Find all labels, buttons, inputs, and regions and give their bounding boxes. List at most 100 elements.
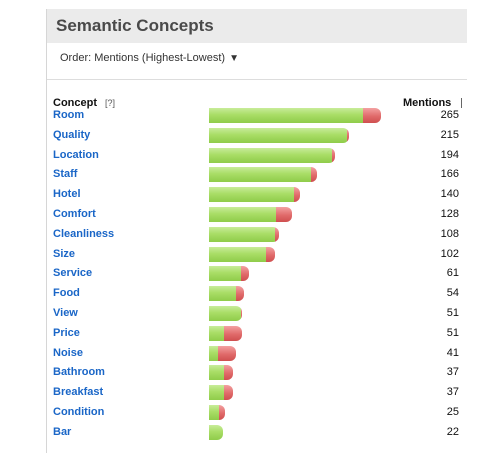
positive-segment: [209, 424, 224, 440]
mentions-count: 166: [440, 168, 459, 181]
mentions-count: 37: [446, 386, 459, 399]
sentiment-bar: [209, 187, 300, 203]
positive-segment: [209, 266, 242, 282]
negative-segment: [294, 187, 300, 203]
concept-row: Bar 22: [47, 424, 467, 441]
divider: [47, 79, 467, 80]
concept-row: Food 54: [47, 286, 467, 302]
concept-row: Hotel 140: [47, 187, 467, 203]
concept-row: Cleanliness 108: [47, 226, 467, 243]
negative-segment: [275, 207, 293, 222]
negative-segment: [223, 385, 233, 401]
sentiment-bar: [209, 108, 381, 123]
dropdown-arrow-icon: ▼: [229, 53, 239, 64]
mentions-column-header[interactable]: Mentions: [403, 97, 463, 109]
sentiment-bar: [209, 286, 245, 302]
positive-segment: [209, 345, 219, 361]
concept-link[interactable]: Breakfast: [53, 386, 104, 399]
positive-segment: [209, 207, 276, 222]
mentions-count: 194: [440, 148, 459, 161]
mentions-count: 102: [440, 247, 459, 260]
concept-link[interactable]: Quality: [53, 128, 91, 141]
concept-link[interactable]: Hotel: [53, 188, 81, 201]
order-label: Order: Mentions (Highest-Lowest): [60, 52, 226, 64]
concept-row: Room 265: [47, 108, 467, 124]
negative-segment: [310, 167, 317, 183]
mentions-count: 108: [440, 227, 459, 240]
concept-link[interactable]: Staff: [53, 168, 78, 181]
sentiment-bar: [209, 325, 243, 341]
mentions-count: 128: [440, 208, 459, 220]
concept-link[interactable]: Bar: [53, 425, 72, 438]
help-link[interactable]: [?]: [105, 98, 116, 108]
concept-link[interactable]: Condition: [53, 406, 105, 418]
sentiment-bar: [209, 266, 249, 282]
sentiment-bar: [209, 405, 226, 420]
panel-header: Semantic Concepts: [47, 9, 467, 43]
mentions-count: 140: [440, 188, 459, 201]
concept-link[interactable]: Size: [53, 247, 76, 260]
positive-segment: [209, 365, 224, 381]
negative-segment: [240, 306, 243, 321]
concept-row: Condition 25: [47, 405, 467, 421]
positive-segment: [209, 147, 332, 163]
concept-column-header: Concept [?]: [53, 97, 115, 109]
concept-link[interactable]: Room: [53, 109, 85, 121]
positive-segment: [209, 405, 219, 420]
mentions-count: 25: [446, 406, 459, 418]
mentions-count: 61: [446, 267, 459, 280]
concept-row: View 51: [47, 306, 467, 322]
concept-row: Noise 41: [47, 345, 467, 362]
concept-link[interactable]: Service: [53, 267, 93, 280]
concept-link[interactable]: Noise: [53, 346, 83, 359]
negative-segment: [235, 286, 245, 302]
mentions-header-label: Mentions: [403, 97, 452, 109]
concept-link[interactable]: Price: [53, 326, 80, 339]
concept-link[interactable]: Location: [53, 148, 99, 161]
mentions-count: 215: [440, 128, 459, 141]
concept-row: Service 61: [47, 266, 467, 282]
sort-indicator-icon: [461, 98, 463, 109]
sentiment-bar: [209, 385, 233, 401]
concept-header-label: Concept: [53, 97, 97, 109]
concept-row: Comfort 128: [47, 207, 467, 223]
mentions-count: 51: [446, 326, 459, 339]
negative-segment: [241, 266, 249, 282]
concept-link[interactable]: Food: [53, 287, 80, 300]
negative-segment: [218, 345, 236, 361]
positive-segment: [209, 127, 347, 143]
mentions-count: 41: [446, 346, 459, 359]
sentiment-bar: [209, 246, 276, 262]
sentiment-bar: [209, 226, 280, 242]
sentiment-bar: [209, 345, 236, 361]
sentiment-bar: [209, 365, 233, 381]
negative-segment: [346, 127, 349, 143]
concept-row: Bathroom 37: [47, 365, 467, 381]
negative-segment: [275, 226, 280, 242]
positive-segment: [209, 246, 267, 262]
negative-segment: [266, 246, 276, 262]
positive-segment: [209, 108, 364, 123]
concept-link[interactable]: View: [53, 307, 78, 319]
positive-segment: [209, 306, 241, 321]
sentiment-bar: [209, 127, 349, 143]
concept-row: Location 194: [47, 147, 467, 164]
order-dropdown[interactable]: Order: Mentions (Highest-Lowest) ▼: [60, 52, 239, 64]
negative-segment: [223, 325, 243, 341]
concept-row: Staff 166: [47, 167, 467, 183]
panel-title: Semantic Concepts: [56, 16, 214, 35]
mentions-count: 37: [446, 366, 459, 379]
negative-segment: [331, 147, 335, 163]
mentions-count: 265: [440, 109, 459, 121]
concept-link[interactable]: Cleanliness: [53, 227, 115, 240]
concept-row: Size 102: [47, 246, 467, 263]
sentiment-bar: [209, 306, 243, 321]
mentions-count: 54: [446, 287, 459, 300]
negative-segment: [363, 108, 381, 123]
concept-link[interactable]: Bathroom: [53, 366, 105, 379]
positive-segment: [209, 286, 236, 302]
sentiment-bar: [209, 207, 293, 222]
positive-segment: [209, 226, 276, 242]
mentions-count: 22: [446, 425, 459, 438]
concept-link[interactable]: Comfort: [53, 208, 96, 220]
